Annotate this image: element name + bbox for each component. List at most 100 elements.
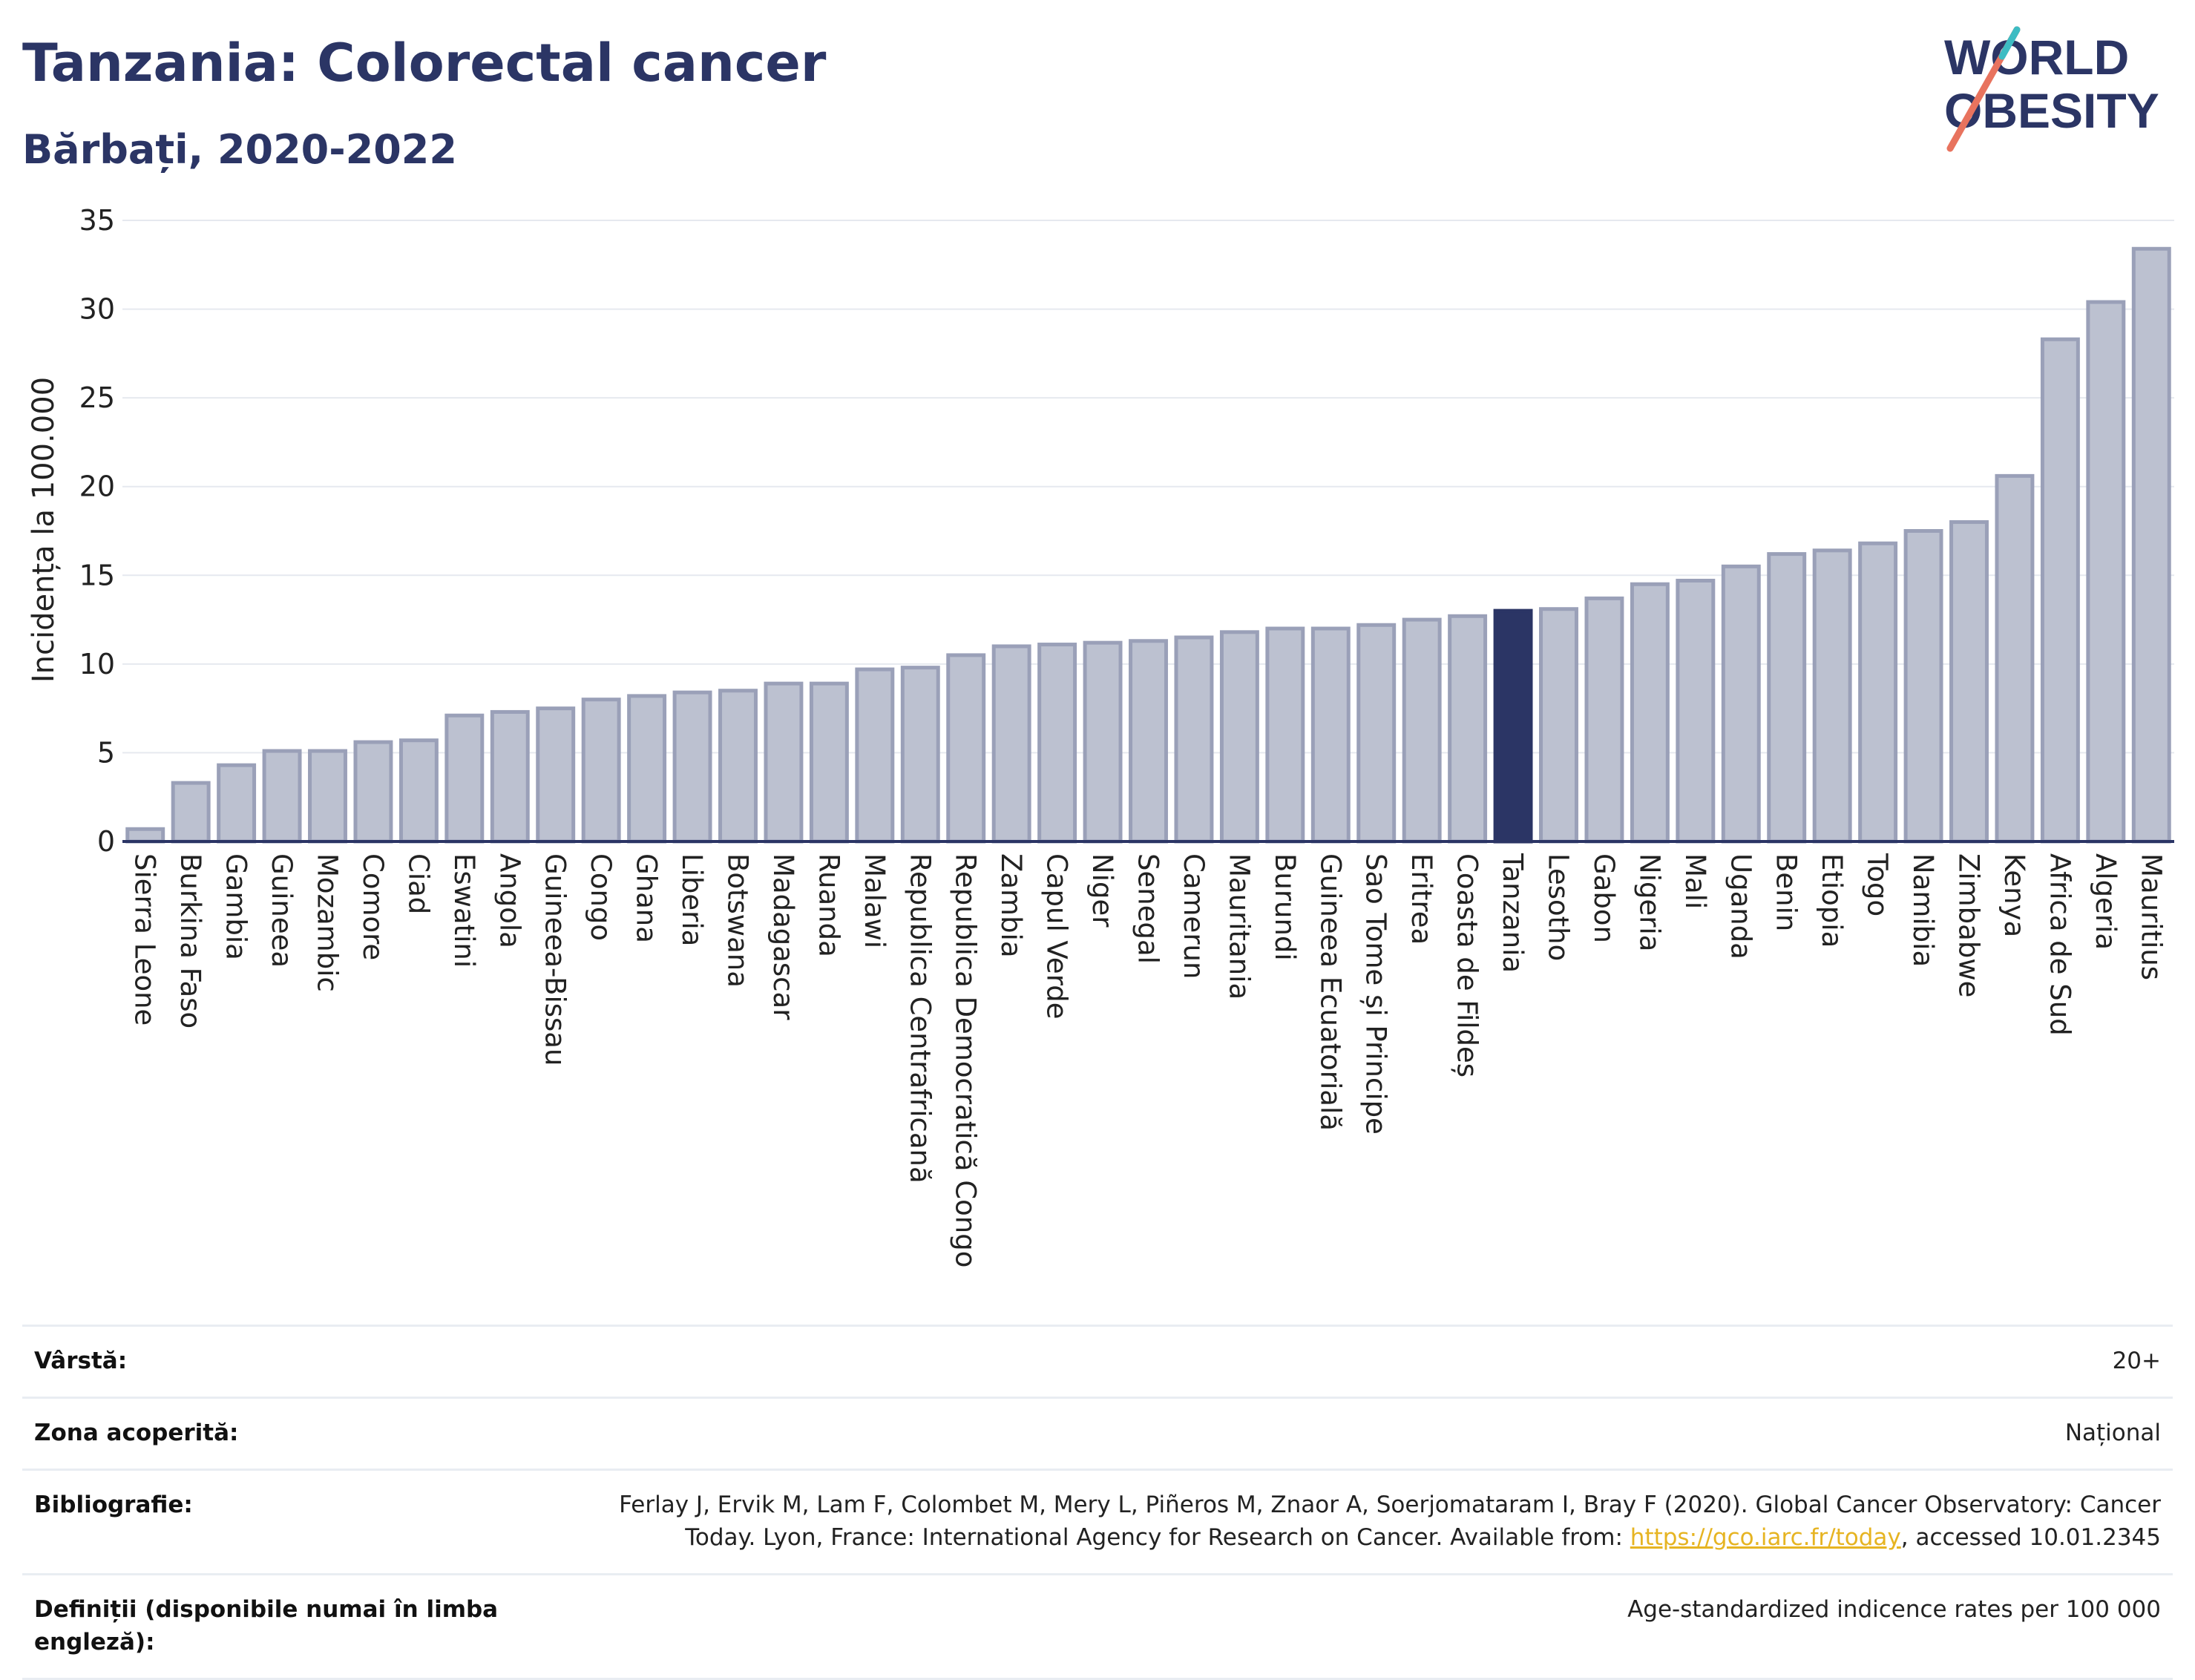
x-tick-label: Burkina Faso xyxy=(174,853,206,1028)
x-tick-label: Capul Verde xyxy=(1041,853,1073,1020)
bar-mozambic xyxy=(308,749,347,844)
x-tick-label: Sao Tome și Principe xyxy=(1360,853,1392,1135)
bar-camerun xyxy=(1174,635,1214,844)
y-tick-labels: 0 5 10 15 20 25 30 35 xyxy=(79,204,115,858)
x-tick-label: Sierra Leone xyxy=(129,853,161,1026)
y-tick-label: 25 xyxy=(79,381,115,414)
bar-senegal xyxy=(1129,639,1168,844)
x-tick-label: Kenya xyxy=(1998,853,2030,937)
x-tick-label: Guineea xyxy=(266,853,298,968)
bar-zimbabwe xyxy=(1949,520,1989,844)
x-tick-label: Ghana xyxy=(631,853,663,943)
bar-kenya xyxy=(1995,473,2035,844)
x-tick-label: Liberia xyxy=(676,853,708,946)
meta-label: Zona acoperită: xyxy=(34,1420,239,1446)
bar-madagascar xyxy=(764,681,804,844)
x-tick-label: Coasta de Fildeș xyxy=(1451,853,1483,1077)
bibliography-link[interactable]: https://gco.iarc.fr/today xyxy=(1630,1524,1901,1551)
bar-eritrea xyxy=(1402,617,1442,844)
bar-etiopia xyxy=(1812,548,1852,844)
x-tick-label: Gambia xyxy=(220,853,252,960)
y-tick-label: 20 xyxy=(79,470,115,503)
x-tick-label: Guineea Ecuatorială xyxy=(1314,853,1346,1131)
bar-zambia xyxy=(991,644,1031,844)
bar-nigeria xyxy=(1630,582,1670,844)
bar-gambia xyxy=(217,763,257,844)
x-tick-label: Ruanda xyxy=(813,853,844,957)
bar-togo xyxy=(1858,541,1898,844)
x-tick-label: Guineea-Bissau xyxy=(539,853,571,1066)
bar-ruanda xyxy=(809,681,849,844)
bar-niger xyxy=(1083,640,1123,844)
bar-burundi xyxy=(1265,626,1305,844)
metadata-table: Vârstă: 20+ Zona acoperită: Național Bib… xyxy=(22,1325,2173,1680)
bar-guineea-bissau xyxy=(536,706,576,844)
x-tick-label: Ciad xyxy=(402,853,434,914)
y-axis-label: Incidența la 100.000 xyxy=(27,377,61,683)
meta-value: Age-standardized indicence rates per 100… xyxy=(1627,1596,2161,1623)
x-tick-label: Mozambic xyxy=(312,853,344,992)
bar-ciad xyxy=(398,738,439,844)
bar-mali xyxy=(1676,578,1716,844)
x-tick-label: Uganda xyxy=(1725,853,1756,959)
x-tick-label: Malawi xyxy=(859,853,890,948)
meta-value: Național xyxy=(2064,1420,2161,1446)
meta-value: 20+ xyxy=(2112,1348,2161,1374)
bibliography-line1: Ferlay J, Ervik M, Lam F, Colombet M, Me… xyxy=(619,1492,2161,1518)
bar-tanzania xyxy=(1493,608,1533,844)
x-tick-label: Burundi xyxy=(1269,853,1301,961)
x-tick-label: Namibia xyxy=(1907,853,1939,967)
x-tick-label: Nigeria xyxy=(1633,853,1665,951)
x-tick-label: Republica Democratică Congo xyxy=(950,853,982,1267)
x-tick-label: Eswatini xyxy=(448,853,480,968)
meta-row-age: Vârstă: 20+ xyxy=(22,1325,2173,1397)
bar-comore xyxy=(353,740,393,844)
bar-congo xyxy=(581,698,621,844)
bar-republica-centrafrican- xyxy=(900,666,940,844)
x-tick-label: Gabon xyxy=(1588,853,1620,943)
x-tick-labels: Sierra Leone Burkina Faso Gambia Guineea Moz… xyxy=(129,853,2168,1267)
bar-ghana xyxy=(627,694,667,844)
bar-burkina-faso xyxy=(171,781,211,844)
logo-line1: WORLD xyxy=(1944,30,2129,85)
x-tick-label: Mauritania xyxy=(1223,853,1255,1000)
bibliography-line2-post: , accessed 10.01.2345 xyxy=(1900,1524,2161,1551)
x-tick-label: Etiopia xyxy=(1816,853,1848,948)
meta-label: Bibliografie: xyxy=(34,1492,193,1518)
x-tick-label: Lesotho xyxy=(1543,853,1575,961)
bar-guineea xyxy=(262,749,302,844)
bars xyxy=(125,246,2171,844)
x-tick-label: Congo xyxy=(585,853,617,941)
bar-benin xyxy=(1767,552,1807,844)
bar-angola xyxy=(490,709,530,844)
x-tick-label: Comore xyxy=(357,853,389,960)
x-tick-label: Mauritius xyxy=(2135,853,2167,980)
bar-uganda xyxy=(1721,564,1761,844)
bar-africa-de-sud xyxy=(2040,337,2080,844)
x-tick-label: Eritrea xyxy=(1405,853,1437,945)
bibliography-line2-pre: Today. Lyon, France: International Agenc… xyxy=(685,1524,1630,1551)
meta-label: Vârstă: xyxy=(34,1348,128,1374)
bar-capul-verde xyxy=(1037,643,1077,844)
x-tick-label: Algeria xyxy=(2090,853,2122,950)
chart-subtitle: Bărbați, 2020-2022 xyxy=(22,126,457,173)
bar-republica-democratic-congo xyxy=(946,653,986,844)
x-tick-label: Madagascar xyxy=(767,853,799,1020)
bar-botswana xyxy=(718,689,758,844)
bar-gabon xyxy=(1584,596,1624,844)
bar-liberia xyxy=(672,690,712,844)
meta-value: Ferlay J, Ervik M, Lam F, Colombet M, Me… xyxy=(619,1489,2161,1554)
bar-sierra-leone xyxy=(125,827,165,844)
x-tick-label: Niger xyxy=(1086,853,1118,928)
chart-title: Tanzania: Colorectal cancer xyxy=(22,33,827,93)
y-tick-label: 35 xyxy=(79,204,115,237)
bar-chart: 0 5 10 15 20 25 30 35 Incidența la 100.000 Sier… xyxy=(27,204,2174,1267)
bar-algeria xyxy=(2086,300,2126,844)
x-tick-label: Togo xyxy=(1862,853,1894,916)
bar-coasta-de-filde- xyxy=(1448,614,1488,844)
x-tick-label: Zambia xyxy=(995,853,1027,958)
logo-slash-teal xyxy=(1998,26,2021,60)
x-tick-label: Zimbabwe xyxy=(1953,853,1985,997)
x-tick-label: Africa de Sud xyxy=(2044,853,2076,1036)
bar-sao-tome-i-principe xyxy=(1356,623,1397,844)
